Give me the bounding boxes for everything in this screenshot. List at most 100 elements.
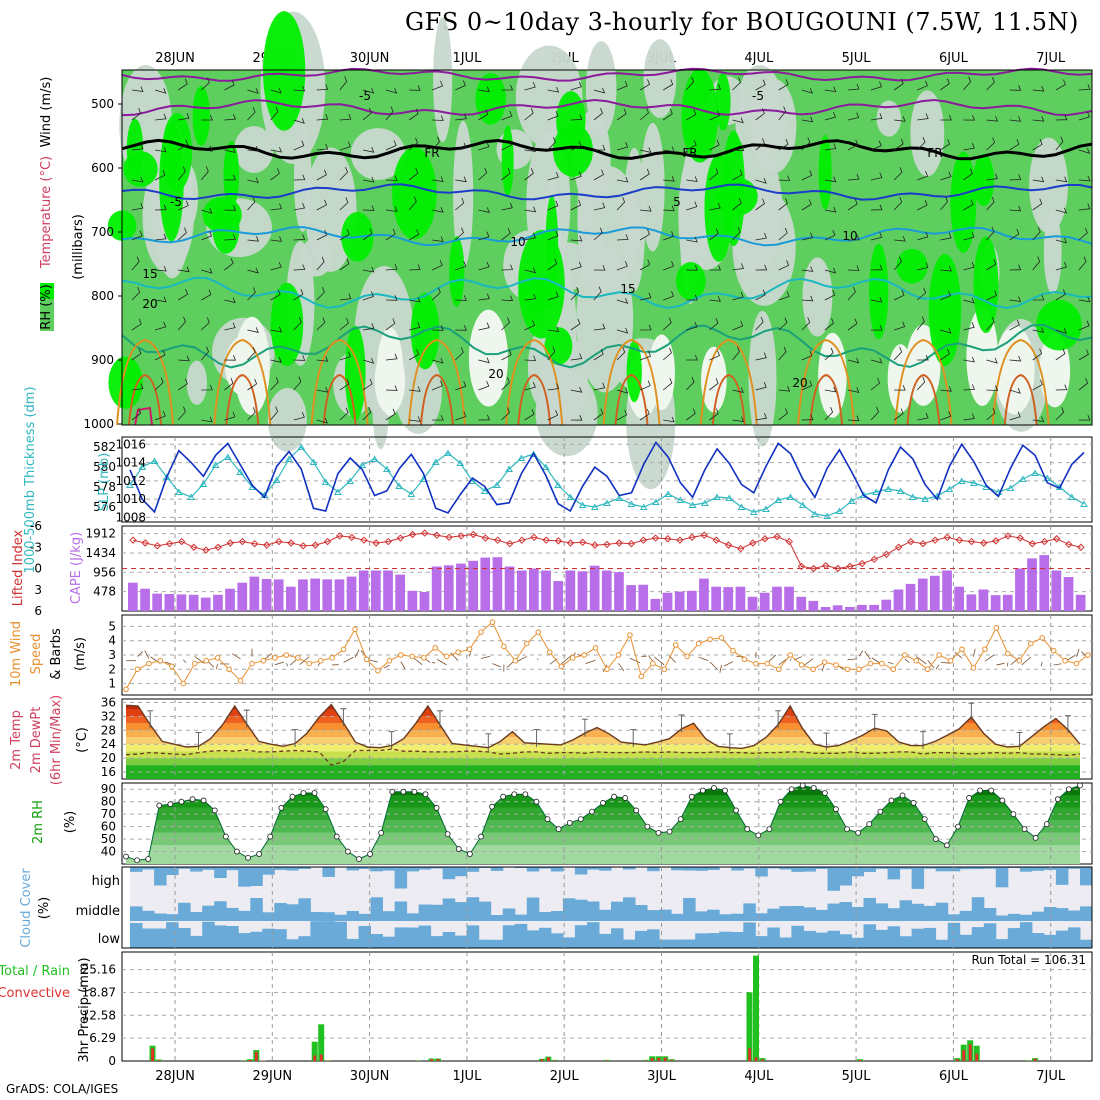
wind-barb	[501, 264, 514, 271]
wind-barb	[1032, 256, 1041, 271]
wind-barb	[231, 653, 241, 660]
wind-barb	[501, 202, 513, 211]
wind-speed-marker	[753, 660, 759, 667]
cloud-cover-bar	[178, 902, 191, 921]
cape-bar	[869, 604, 879, 611]
wind-barb	[201, 289, 212, 301]
cloud-cover-bar	[839, 867, 852, 886]
wind-speed-marker	[489, 619, 496, 625]
temperature-contour-25	[797, 338, 856, 426]
wind-barb	[362, 357, 375, 364]
wind-barb	[131, 108, 142, 121]
wind-speed-marker	[180, 680, 187, 687]
cloud-cover-bar	[803, 930, 816, 948]
wind-barb	[270, 289, 281, 301]
wind-barb	[154, 377, 164, 391]
wind-barb	[432, 115, 444, 121]
wind-barb	[385, 228, 396, 241]
lifted-index-marker	[627, 540, 636, 548]
lifted-index-marker	[785, 537, 793, 546]
lifted-index-marker	[1028, 540, 1037, 548]
wind-barb	[629, 657, 641, 664]
wind-barb	[755, 108, 765, 121]
temperature-contour	[121, 276, 1093, 310]
cape-bar	[164, 594, 175, 611]
wind-barb	[215, 664, 219, 670]
rh-marker	[145, 856, 152, 862]
wind-speed-marker	[340, 646, 347, 653]
lifted-index-marker	[372, 539, 380, 547]
precip-convective-bar	[663, 1057, 667, 1061]
precip-convective-bar	[650, 1058, 654, 1061]
wind-barb	[247, 287, 256, 301]
precip-convective-bar	[657, 1058, 661, 1061]
wind-barb	[270, 146, 283, 153]
rh-dry-patch	[468, 309, 508, 407]
wind-barb	[270, 261, 282, 271]
wind-barb	[316, 386, 329, 393]
rh-marker	[466, 851, 473, 857]
ylabel-wind-10m: 10m Wind	[9, 621, 24, 687]
wind-barb	[316, 84, 329, 91]
lifted-index-marker	[360, 536, 368, 544]
wind-barb	[963, 297, 975, 304]
cape-bar	[759, 592, 770, 611]
cloud-cover-bar	[899, 936, 913, 948]
wind-barb	[778, 139, 789, 151]
cloud-cover-bar	[923, 867, 937, 869]
cape-bar	[298, 579, 308, 611]
cloud-cover-bar	[791, 867, 804, 872]
cloud-cover-bar	[454, 902, 468, 921]
lifted-index-marker	[578, 538, 587, 546]
rh-marker	[977, 787, 984, 794]
wind-barb	[455, 197, 465, 211]
wind-barb	[144, 650, 150, 659]
wind-barb	[570, 287, 580, 301]
cloud-cover-bar	[310, 912, 323, 921]
wind-barb	[662, 317, 672, 331]
wind-barb	[247, 106, 256, 121]
lifted-index-marker	[445, 533, 453, 542]
rh-marker	[644, 823, 651, 830]
wind-barb	[385, 87, 398, 94]
wind-barb	[778, 79, 789, 91]
cape-bar	[286, 586, 296, 611]
lifted-index-marker	[335, 532, 344, 540]
cloud-cover-bar	[767, 908, 780, 921]
cape-bar	[140, 588, 150, 611]
ylabel-wind-speed: Speed	[29, 634, 44, 675]
wind-barb	[1032, 226, 1041, 241]
temperature-contour-25	[991, 338, 1050, 426]
rh-high-patch	[545, 195, 559, 296]
rh-marker	[966, 795, 972, 801]
cloud-cover-bar	[250, 867, 263, 886]
rh-marker	[932, 836, 939, 842]
cloud-cover-bar	[226, 926, 239, 948]
precip-convective-bar	[319, 1054, 323, 1061]
cloud-cover-bar	[298, 898, 311, 921]
wind-barb	[1009, 355, 1022, 362]
thickness-marker	[211, 461, 220, 468]
wind-barb	[1078, 378, 1089, 391]
cloud-cover-bar	[490, 939, 504, 948]
precip-convective-bar	[968, 1044, 972, 1061]
pressure-tick-label: 1000	[83, 417, 114, 431]
wind-barb	[316, 199, 328, 211]
lifted-tick-label: 0	[34, 562, 42, 576]
rh-marker	[344, 848, 351, 855]
wind-speed-marker	[604, 666, 610, 673]
rh-low-patch	[293, 123, 312, 232]
ylabel-cloud-unit: (%)	[37, 897, 52, 920]
cloud-cover-bar	[526, 897, 540, 921]
wind-speed-marker	[317, 657, 324, 664]
rh-high-patch	[518, 275, 558, 313]
thickness-marker	[798, 501, 807, 508]
lifted-index-marker	[493, 536, 502, 544]
cape-bar	[978, 589, 989, 611]
thickness-marker	[358, 461, 367, 468]
wind-barb	[177, 139, 189, 151]
wind-barb	[639, 79, 650, 91]
wind-barb	[409, 386, 421, 392]
cloud-cover-bar	[394, 867, 408, 889]
wind-barb	[801, 232, 814, 241]
